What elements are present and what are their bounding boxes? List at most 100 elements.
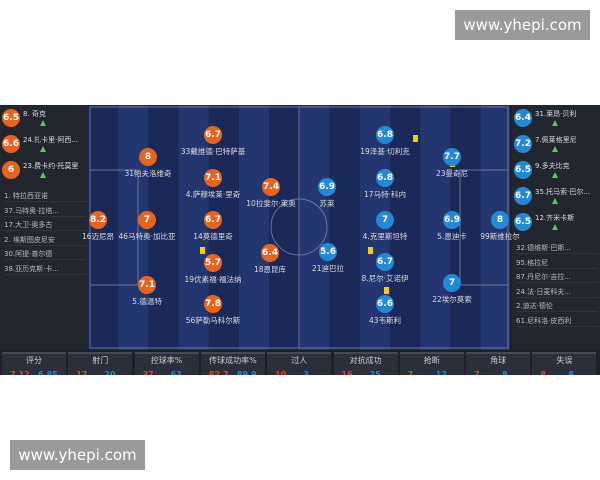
stat-label: 抢断 bbox=[423, 356, 440, 365]
sub-name: 12.齐米卡斯 bbox=[535, 214, 575, 222]
sub-arrow bbox=[552, 224, 558, 230]
sub-rating: 6.5 bbox=[514, 213, 532, 231]
stat-away: 8 bbox=[502, 370, 508, 375]
stat-away: 20 bbox=[104, 370, 116, 375]
player-name: 33戴维德·巴特萨基 bbox=[180, 147, 246, 156]
player-name: 4.克里斯坦特 bbox=[362, 232, 408, 241]
sub-name: 32.德维斯·巴斯... bbox=[516, 243, 598, 254]
player-rating: 6.7 bbox=[204, 211, 222, 229]
sub-rating: 6.7 bbox=[514, 187, 532, 205]
stat-label: 射门 bbox=[92, 356, 109, 365]
sub-name: 2. 埃斯图皮尼安 bbox=[4, 235, 86, 246]
player-rating: 6.6 bbox=[376, 295, 394, 313]
player-rating: 7.1 bbox=[204, 169, 222, 187]
player-name: 8.尼尔·艾诺伊 bbox=[361, 274, 409, 283]
player-rating: 6.9 bbox=[443, 211, 461, 229]
sub-rating: 6.4 bbox=[514, 109, 532, 127]
stat-cell: 射门 17 20 bbox=[68, 352, 133, 375]
stat-label: 失误 bbox=[556, 356, 573, 365]
sub-name: 31.莱昂·贝利 bbox=[535, 110, 577, 118]
stat-away: 12 bbox=[435, 370, 447, 375]
player-rating: 7 bbox=[138, 211, 156, 229]
sub-arrow bbox=[40, 146, 46, 152]
sub-name: 8. 奇克 bbox=[23, 110, 46, 118]
sub-name: 9.多夫比克 bbox=[535, 162, 570, 170]
player-name: 99斯维拉尔 bbox=[480, 232, 520, 241]
player-rating: 7 bbox=[443, 274, 461, 292]
sub-arrow bbox=[552, 120, 558, 126]
sub-rating: 6.5 bbox=[514, 161, 532, 179]
sub-name: 1. 特拉西亚诺 bbox=[4, 191, 86, 202]
player-rating: 8 bbox=[491, 211, 509, 229]
player-rating: 5.6 bbox=[319, 243, 337, 261]
stat-label: 对抗成功 bbox=[349, 356, 382, 365]
watermark: www.yhepi.com bbox=[455, 10, 590, 40]
player-rating: 8.2 bbox=[89, 211, 107, 229]
stat-home: 7.12 bbox=[10, 370, 30, 375]
stat-cell: 对抗成功 16 25 bbox=[333, 352, 398, 375]
stat-label: 评分 bbox=[26, 356, 42, 365]
stat-cell: 抢断 7 12 bbox=[399, 352, 464, 375]
home-subs: 6.5 8. 奇克 6.6 24.扎卡里·阿西... 6 23.费卡约·托莫里 1. 特拉西… bbox=[0, 105, 88, 350]
sub-name: 95.格拉尼 bbox=[516, 258, 598, 269]
sub-name: 24.法·日麦科夫... bbox=[516, 287, 598, 298]
stat-cell: 控球率% 37 63 bbox=[134, 352, 199, 375]
stat-away: 8 bbox=[568, 370, 574, 375]
sub-name: 2.迪达·德伦 bbox=[516, 301, 598, 312]
player-name: 56萨勒马科尔斯 bbox=[185, 316, 241, 325]
pitch-stripe bbox=[299, 105, 330, 350]
stat-home: 10 bbox=[275, 370, 287, 375]
pitch-stripe bbox=[420, 105, 451, 350]
player-rating: 6.8 bbox=[376, 169, 394, 187]
player-name: 43韦斯利 bbox=[368, 316, 402, 325]
player-name: 14莫德里奇 bbox=[193, 232, 233, 241]
sub-name: 17.大卫·奥多古 bbox=[4, 220, 86, 231]
stat-label: 过人 bbox=[291, 356, 308, 365]
player-name: 10拉斐尔·莱奥 bbox=[246, 199, 296, 208]
player-rating: 6.4 bbox=[261, 244, 279, 262]
sub-rating: 6.5 bbox=[2, 109, 20, 127]
player-name: 16迈尼昂 bbox=[81, 232, 115, 241]
stat-away: 6.85 bbox=[38, 370, 58, 375]
sub-rating: 6 bbox=[2, 161, 20, 179]
sub-rating: 7.2 bbox=[514, 135, 532, 153]
player-name: 5.德温特 bbox=[132, 297, 162, 306]
sub-name: 61.尼科洛·皮西利 bbox=[516, 316, 598, 327]
stat-label: 传球成功率% bbox=[209, 356, 257, 365]
stat-home: 16 bbox=[341, 370, 353, 375]
sub-name: 24.扎卡里·阿西... bbox=[23, 136, 79, 144]
stat-away: 3 bbox=[303, 370, 309, 375]
pitch-stripe bbox=[178, 105, 209, 350]
sub-arrow bbox=[552, 172, 558, 178]
sub-arrow bbox=[40, 120, 46, 126]
stat-away: 25 bbox=[369, 370, 381, 375]
player-name: 19泽基·切利克 bbox=[360, 147, 410, 156]
player-name: 17马特·科内 bbox=[364, 190, 406, 199]
sub-arrow bbox=[552, 146, 558, 152]
player-rating: 6.9 bbox=[318, 178, 336, 196]
sub-rating: 6.6 bbox=[2, 135, 20, 153]
lineup-panel: 6.5 8. 奇克 6.6 24.扎卡里·阿西... 6 23.费卡约·托莫里 1. 特拉西… bbox=[0, 105, 600, 375]
stat-home: 82.7 bbox=[208, 370, 229, 375]
player-name: 19优素福·福法纳 bbox=[184, 275, 242, 284]
away-subs: 6.4 31.莱昂·贝利 7.2 7.佩莱格里尼 6.5 9.多夫比克 6.7 35.托马索·… bbox=[512, 105, 600, 350]
stat-cell: 角球 7 8 bbox=[466, 352, 531, 375]
player-name: 21迪巴拉 bbox=[311, 264, 345, 273]
pitch-stripe bbox=[329, 105, 360, 350]
sub-name: 35.托马索·巴尔... bbox=[535, 188, 591, 196]
player-name: 4.萨穆埃莱·里奇 bbox=[185, 190, 241, 199]
stat-away: 89.9 bbox=[236, 370, 257, 375]
stat-home: 7 bbox=[474, 370, 480, 375]
sub-name: 30.阿提·普尔德 bbox=[4, 249, 86, 260]
player-rating: 5.7 bbox=[204, 254, 222, 272]
sub-name: 87.丹尼尔·吉拉... bbox=[516, 272, 598, 283]
player-rating: 6.7 bbox=[204, 126, 222, 144]
pitch-stripe bbox=[390, 105, 421, 350]
stat-cell: 评分 7.12 6.85 bbox=[2, 352, 66, 375]
player-name: 31帕夫洛维奇 bbox=[124, 169, 172, 178]
pitch-stripe bbox=[269, 105, 300, 350]
player-rating: 8 bbox=[139, 148, 157, 166]
player-rating: 6.8 bbox=[376, 126, 394, 144]
watermark: www.yhepi.com bbox=[10, 440, 145, 470]
